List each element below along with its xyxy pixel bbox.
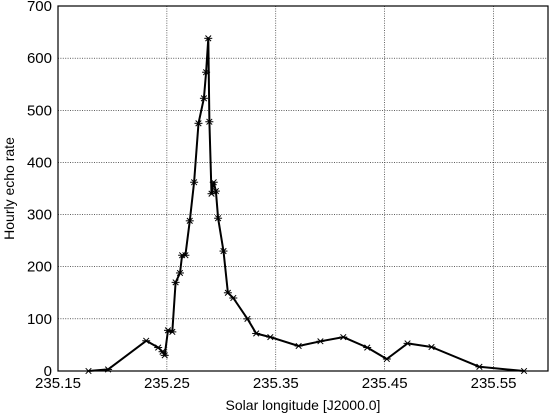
y-tick-label: 500 [27,102,52,119]
data-point-marker [229,294,238,302]
grid [58,6,548,371]
x-tick-label: 235.35 [253,375,299,392]
data-point-marker [252,330,261,337]
data-point-marker [175,269,184,277]
data-point-marker [266,333,275,341]
data-point-marker [316,338,325,345]
data-point-marker [181,252,190,259]
data-point-marker [339,333,348,341]
y-tick-label: 600 [27,50,52,67]
tick-labels: 0 100 200 300 400 500 600 700 235.15 235.25 235.35… [27,0,517,392]
x-axis-title: Solar longitude [J2000.0] [226,397,381,413]
plot-frame [57,5,549,372]
data-point-marker [199,95,208,102]
y-tick-label: 700 [27,0,52,15]
data-point-marker [194,120,203,127]
y-tick-label: 300 [27,207,52,224]
data-point-marker [202,69,211,76]
data-point-marker [205,118,214,125]
data-point-marker [190,179,199,186]
x-tick-label: 235.25 [144,375,190,392]
y-tick-label: 200 [27,259,52,276]
data-point-marker [171,279,180,286]
data-point-marker [294,342,303,350]
y-tick-label: 400 [27,154,52,171]
x-tick-label: 235.45 [362,375,408,392]
series [84,35,529,375]
x-tick-label: 235.15 [35,375,81,392]
data-point-marker [475,363,484,370]
data-point-marker [219,247,228,255]
data-point-marker [427,343,436,351]
data-point-marker [168,328,177,336]
y-tick-label: 0 [44,363,52,380]
data-point-marker [142,337,151,344]
data-point-marker [207,190,216,197]
series-line [88,37,525,372]
data-point-marker [382,355,391,363]
data-point-marker [104,366,113,373]
y-axis-title: Hourly echo rate [1,137,17,240]
x-tick-label: 235.55 [471,375,517,392]
data-point-marker [520,367,529,375]
data-point-marker [363,344,372,351]
data-point-marker [223,289,232,296]
data-point-marker [403,340,412,347]
data-point-marker [214,215,223,222]
data-point-marker [160,352,169,359]
data-point-marker [209,179,218,186]
data-point-marker [158,348,167,355]
data-point-marker [84,367,93,375]
data-point-marker [243,315,252,323]
data-point-marker [204,35,213,42]
data-point-marker [185,217,194,224]
data-point-marker [211,187,220,195]
y-tick-label: 100 [27,311,52,328]
